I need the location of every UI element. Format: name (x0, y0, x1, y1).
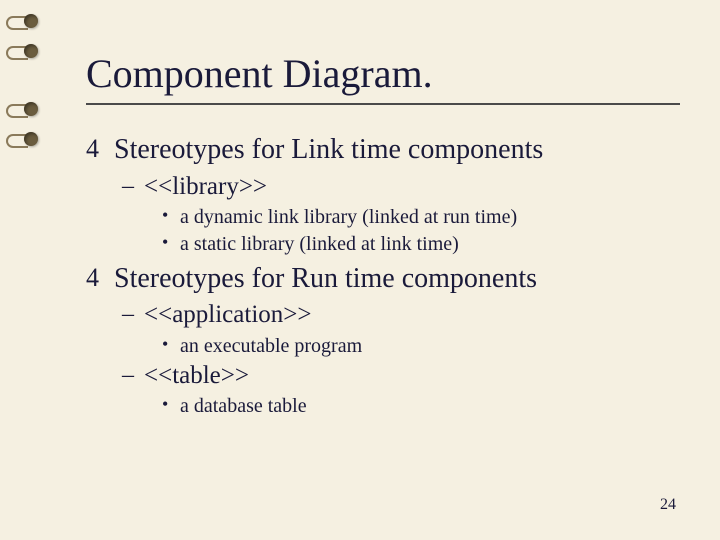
ring-icon (14, 132, 42, 146)
list-text: a dynamic link library (linked at run ti… (180, 204, 517, 230)
slide-body: Component Diagram. 4 Stereotypes for Lin… (56, 0, 720, 540)
bullet-l1: 4 (86, 262, 114, 293)
list-item: 4 Stereotypes for Link time components (86, 133, 680, 167)
page-number: 24 (660, 496, 676, 514)
ring-icon (14, 102, 42, 116)
list-text: Stereotypes for Link time components (114, 133, 543, 167)
bullet-l2: – (122, 360, 144, 390)
binder-rings (0, 0, 48, 540)
list-item: • a dynamic link library (linked at run … (162, 204, 680, 230)
list-text: a static library (linked at link time) (180, 231, 459, 257)
list-text: <<application>> (144, 299, 311, 330)
list-text: <<table>> (144, 360, 249, 391)
list-text: <<library>> (144, 171, 267, 202)
ring-icon (14, 44, 42, 58)
list-item: 4 Stereotypes for Run time components (86, 262, 680, 296)
bullet-l2: – (122, 299, 144, 329)
bullet-l3: • (162, 204, 180, 227)
list-item: – <<library>> (122, 171, 680, 202)
list-text: an executable program (180, 333, 362, 359)
list-item: – <<table>> (122, 360, 680, 391)
list-text: a database table (180, 393, 307, 419)
ring-icon (14, 14, 42, 28)
bullet-l3: • (162, 333, 180, 356)
bullet-l1: 4 (86, 133, 114, 164)
list-item: • an executable program (162, 333, 680, 359)
list-item: • a static library (linked at link time) (162, 231, 680, 257)
list-item: • a database table (162, 393, 680, 419)
title-divider (86, 103, 680, 105)
slide-content: 4 Stereotypes for Link time components –… (86, 133, 680, 419)
list-item: – <<application>> (122, 299, 680, 330)
bullet-l2: – (122, 171, 144, 201)
list-text: Stereotypes for Run time components (114, 262, 537, 296)
slide-title: Component Diagram. (86, 50, 680, 97)
bullet-l3: • (162, 231, 180, 254)
bullet-l3: • (162, 393, 180, 416)
